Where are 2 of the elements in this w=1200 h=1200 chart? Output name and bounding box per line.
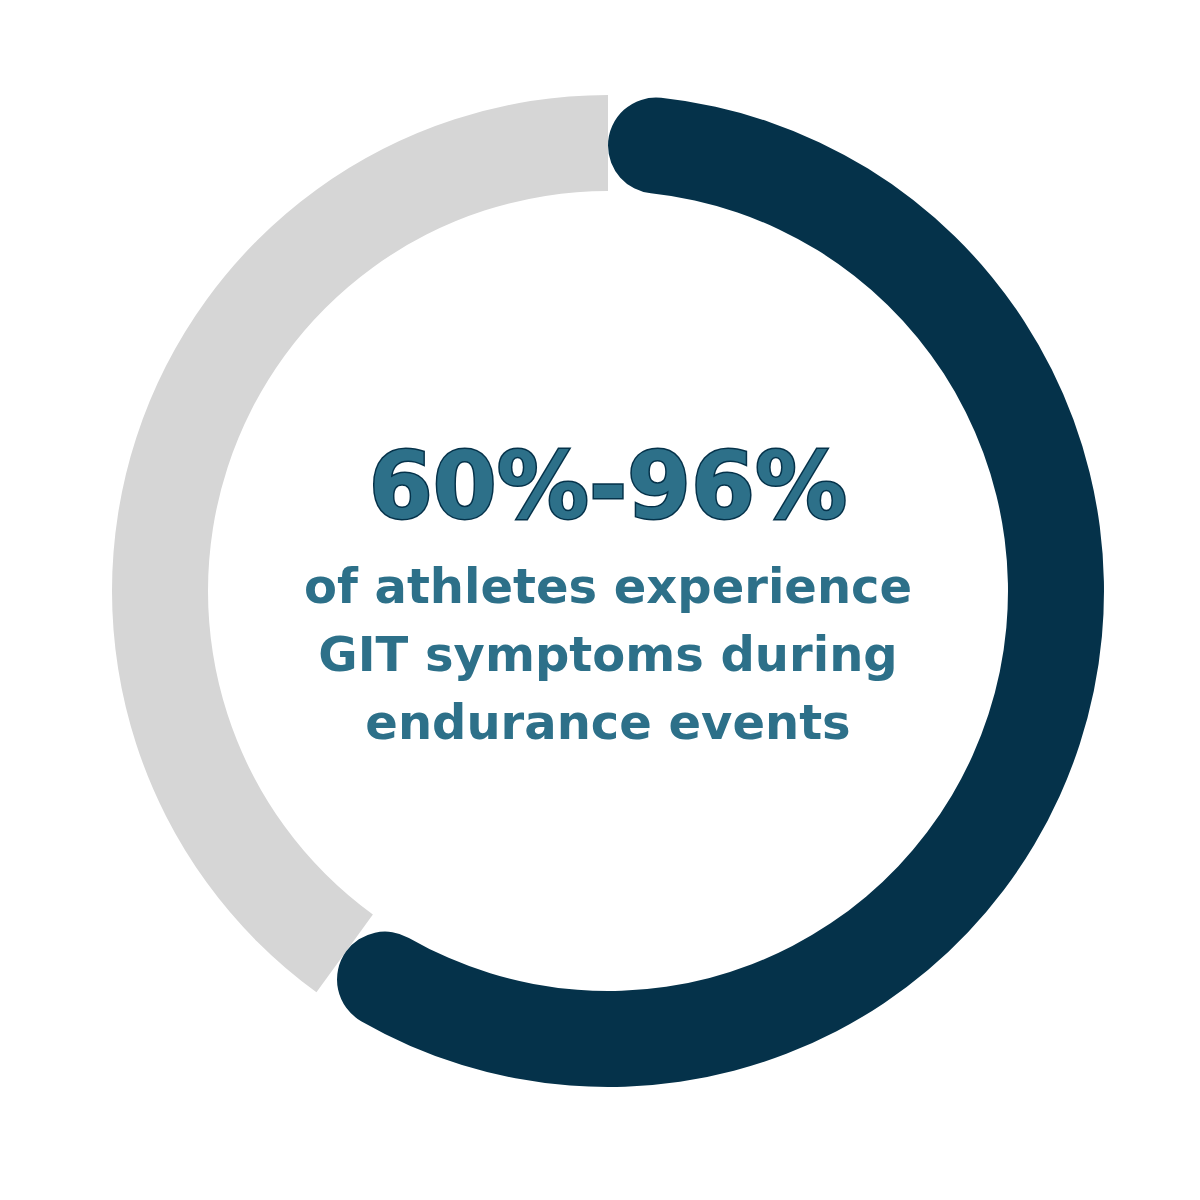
text: of athletes experience GIT symptoms during endurance events: [303, 558, 913, 750]
text: 60%-96%: [368, 433, 848, 540]
